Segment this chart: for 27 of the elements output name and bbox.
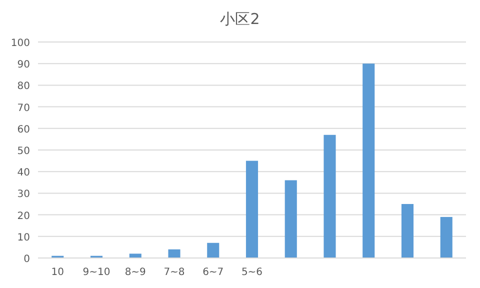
x-tick-label: 5~6	[241, 267, 263, 278]
y-tick-label: 40	[17, 168, 30, 179]
y-tick-label: 90	[17, 60, 30, 71]
y-tick-label: 30	[17, 189, 30, 200]
y-tick-label: 100	[10, 38, 30, 49]
bar	[324, 134, 336, 258]
y-tick-label: 80	[17, 81, 30, 92]
x-tick-label: 8~9	[124, 267, 146, 278]
y-tick-label: 0	[24, 254, 30, 265]
x-tick-label: 10	[51, 267, 64, 278]
x-tick-label: 6~7	[202, 267, 224, 278]
x-tick-label: 7~8	[164, 267, 185, 278]
y-tick-label: 50	[17, 146, 30, 157]
x-tick-label: 9~10	[82, 267, 110, 278]
bar	[401, 204, 414, 258]
bar	[362, 64, 375, 258]
bar	[246, 160, 258, 258]
y-tick-label: 10	[17, 232, 30, 244]
bar	[284, 180, 297, 258]
y-tick-label: 70	[17, 102, 30, 114]
chart-title: 小区2	[220, 10, 260, 28]
y-tick-label: 60	[17, 124, 30, 136]
bar	[168, 249, 180, 258]
bar	[207, 242, 220, 258]
y-tick-label: 20	[17, 210, 30, 222]
bar	[440, 216, 452, 258]
bar	[129, 254, 142, 258]
